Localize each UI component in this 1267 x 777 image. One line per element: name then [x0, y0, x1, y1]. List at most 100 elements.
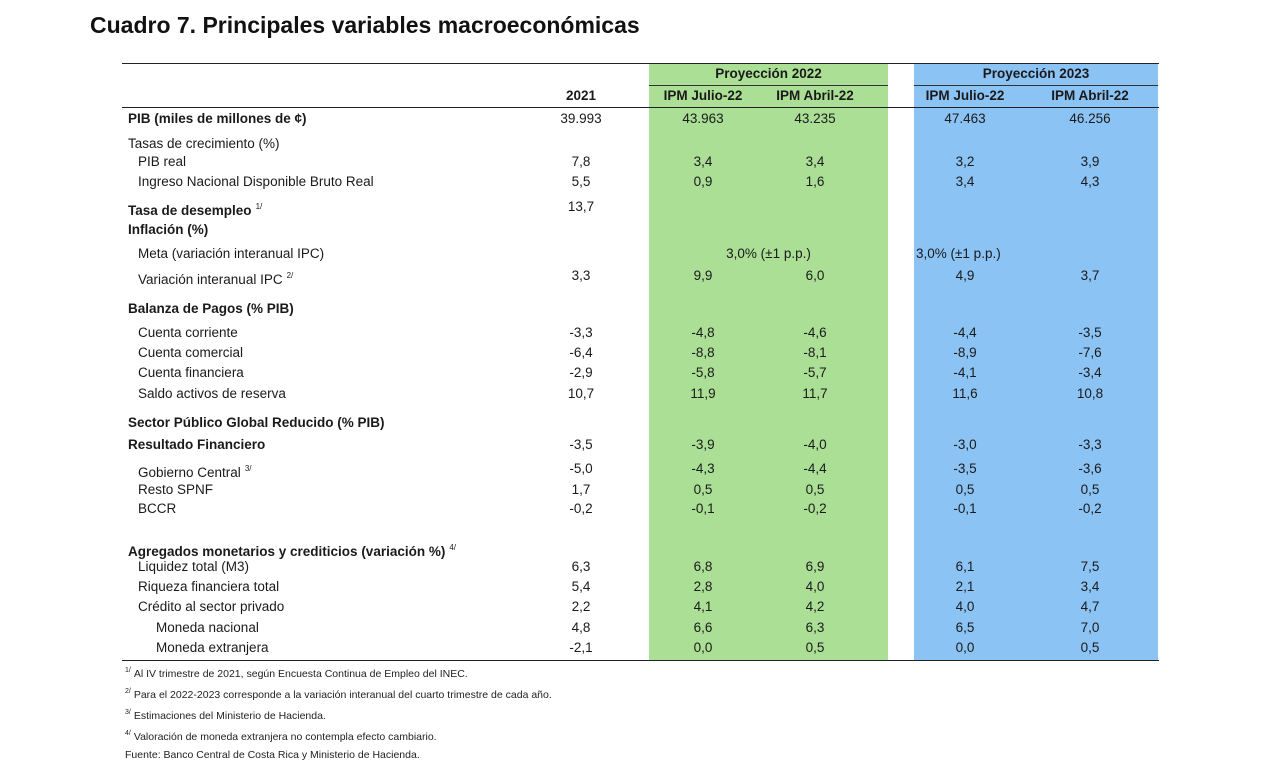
- cell-2023-meta: 3,0% (±1 p.p.): [916, 246, 1001, 261]
- cell-2021: 1,7: [571, 482, 591, 497]
- projection-2022-band: [649, 63, 888, 660]
- cell-2023-julio: -8,9: [953, 345, 977, 360]
- cell-2023-julio: 0,0: [955, 640, 975, 655]
- cell-2022-abril: -4,4: [803, 461, 827, 476]
- table-row: Saldo activos de reserva 10,7 11,9 11,7 …: [0, 384, 1267, 404]
- cell-2023-abril: 0,5: [1080, 482, 1100, 497]
- row-label: Moneda extranjera: [156, 640, 269, 655]
- cell-2022-abril: 4,0: [805, 579, 825, 594]
- table-row: Resto SPNF 1,7 0,5 0,5 0,5 0,5: [0, 480, 1267, 500]
- cell-2023-abril: -3,3: [1078, 437, 1102, 452]
- row-label: PIB real: [138, 154, 187, 169]
- bottom-rule: [122, 660, 1159, 661]
- cell-2023-abril: 3,9: [1080, 154, 1100, 169]
- table-row: Ingreso Nacional Disponible Bruto Real 5…: [0, 172, 1267, 192]
- cell-2022-abril: 11,7: [802, 386, 828, 401]
- col-2023-abril-header: IPM Abril-22: [1051, 88, 1129, 103]
- table-row: Agregados monetarios y crediticios (vari…: [0, 538, 1267, 559]
- cell-2021: 7,8: [571, 154, 591, 169]
- cell-2023-julio: 6,5: [955, 620, 975, 635]
- cell-2023-julio: 6,1: [955, 559, 975, 574]
- cell-2022-julio: 6,6: [693, 620, 713, 635]
- cell-2021: 6,3: [571, 559, 591, 574]
- cell-2023-julio: -3,5: [953, 461, 977, 476]
- cell-2021: -3,3: [569, 325, 593, 340]
- cell-2023-julio: 3,2: [955, 154, 975, 169]
- col-2021-header: 2021: [565, 88, 597, 103]
- footnote-1: 1/Al IV trimestre de 2021, según Encuest…: [125, 667, 468, 680]
- table-row: Sector Público Global Reducido (% PIB): [0, 413, 1267, 433]
- cell-2021: 13,7: [567, 199, 595, 214]
- cell-2023-julio: 47.463: [944, 111, 986, 126]
- table-row: BCCR -0,2 -0,1 -0,2 -0,1 -0,2: [0, 499, 1267, 519]
- cell-2023-abril: -3,6: [1078, 461, 1102, 476]
- cell-2021: -6,4: [569, 345, 593, 360]
- table-row: PIB real 7,8 3,4 3,4 3,2 3,9: [0, 152, 1267, 172]
- cell-2023-julio: -0,1: [953, 501, 977, 516]
- table-row: Meta (variación interanual IPC) 3,0% (±1…: [0, 244, 1267, 264]
- row-label: BCCR: [138, 501, 177, 516]
- cell-2023-julio: -4,1: [953, 365, 977, 380]
- table-row: PIB (miles de millones de ¢) 39.993 43.9…: [0, 109, 1267, 129]
- cell-2023-julio: 4,9: [955, 268, 975, 283]
- cell-2021: -3,5: [569, 437, 593, 452]
- row-label: Meta (variación interanual IPC): [138, 246, 325, 261]
- cell-2023-abril: -3,5: [1078, 325, 1102, 340]
- source-note: Fuente: Banco Central de Costa Rica y Mi…: [125, 749, 420, 761]
- row-label: Resto SPNF: [138, 482, 214, 497]
- cell-2023-abril: -7,6: [1078, 345, 1102, 360]
- cell-2023-abril: 3,7: [1080, 268, 1100, 283]
- table-row: Inflación (%): [0, 220, 1267, 240]
- cell-2023-abril: 0,5: [1080, 640, 1100, 655]
- cell-2021: -5,0: [569, 461, 593, 476]
- cell-2022-julio: 4,1: [693, 599, 713, 614]
- table-row: Resultado Financiero -3,5 -3,9 -4,0 -3,0…: [0, 435, 1267, 455]
- cell-2022-julio: 2,8: [693, 579, 713, 594]
- table-title: Cuadro 7. Principales variables macroeco…: [90, 12, 640, 38]
- footnote-mark: 3/: [244, 464, 252, 473]
- cell-2022-julio: -4,3: [691, 461, 715, 476]
- cell-2022-julio: -5,8: [691, 365, 715, 380]
- cell-2023-abril: 10,8: [1076, 386, 1104, 401]
- cell-2022-abril: 0,5: [805, 482, 825, 497]
- header-column-row: 2021 IPM Julio-22 IPM Abril-22 IPM Julio…: [0, 86, 1267, 106]
- cell-2023-abril: 7,5: [1080, 559, 1100, 574]
- cell-2023-abril: -0,2: [1078, 501, 1102, 516]
- cell-2022-julio: -3,9: [691, 437, 715, 452]
- cell-2023-abril: 4,3: [1080, 174, 1100, 189]
- cell-2022-abril: 43.235: [794, 111, 836, 126]
- footnote-3: 3/Estimaciones del Ministerio de Haciend…: [125, 709, 326, 722]
- cell-2023-julio: 3,4: [955, 174, 975, 189]
- table-row: Riqueza financiera total 5,4 2,8 4,0 2,1…: [0, 577, 1267, 597]
- cell-2022-abril: -5,7: [803, 365, 827, 380]
- table-row: Cuenta financiera -2,9 -5,8 -5,7 -4,1 -3…: [0, 363, 1267, 383]
- row-label: Sector Público Global Reducido (% PIB): [128, 415, 385, 430]
- footnote-4: 4/Valoración de moneda extranjera no con…: [125, 730, 437, 743]
- cell-2023-julio: 11,6: [952, 386, 978, 401]
- cell-2021: 10,7: [567, 386, 595, 401]
- cell-2023-julio: 2,1: [955, 579, 975, 594]
- header-rule: [122, 107, 1159, 108]
- row-label: Agregados monetarios y crediticios (vari…: [128, 543, 457, 559]
- cell-2023-julio: 0,5: [955, 482, 975, 497]
- cell-2022-julio: 6,8: [693, 559, 713, 574]
- row-label: Balanza de Pagos (% PIB): [128, 301, 294, 316]
- cell-2023-abril: 3,4: [1080, 579, 1100, 594]
- cell-2022-julio: -4,8: [691, 325, 715, 340]
- table-row: Variación interanual IPC 2/ 3,3 9,9 6,0 4…: [0, 266, 1267, 287]
- table-row: Crédito al sector privado 2,2 4,1 4,2 4,…: [0, 597, 1267, 617]
- cell-2022-abril: 6,9: [805, 559, 825, 574]
- row-label: Inflación (%): [128, 222, 209, 237]
- cell-2023-abril: 7,0: [1080, 620, 1100, 635]
- cell-2021: 2,2: [571, 599, 591, 614]
- table-row: Tasa de desempleo 1/ 13,7: [0, 197, 1267, 218]
- cell-2022-julio: -8,8: [691, 345, 715, 360]
- row-label: Saldo activos de reserva: [138, 386, 286, 401]
- cell-2022-julio: 0,0: [693, 640, 713, 655]
- cell-2023-julio: -4,4: [953, 325, 977, 340]
- group-underline-2022: [649, 85, 888, 86]
- col-2022-abril-header: IPM Abril-22: [776, 88, 854, 103]
- cell-2022-julio: 43.963: [682, 111, 724, 126]
- cell-2021: -2,1: [569, 640, 593, 655]
- row-label: Cuenta comercial: [138, 345, 244, 360]
